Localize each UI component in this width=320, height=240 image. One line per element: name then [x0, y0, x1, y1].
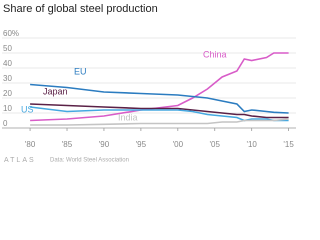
page: Share of global steel production ATLAS D…	[2, 2, 296, 164]
x-tick-label: '05	[210, 140, 221, 149]
series-line	[30, 103, 289, 119]
x-tick-label: '00	[173, 140, 184, 149]
source: Data: World Steel Association	[50, 158, 129, 164]
series-line	[30, 52, 289, 122]
x-tick-label: '10	[246, 140, 257, 149]
y-tick-label: 50	[3, 44, 12, 53]
series-line	[30, 106, 289, 122]
y-tick-label: 30	[3, 74, 12, 83]
x-tick-label: '95	[136, 140, 147, 149]
series-line	[30, 118, 289, 126]
x-tick-label: '80	[25, 140, 36, 149]
chart: Share of global steel production ATLAS D…	[2, 3, 296, 164]
y-tick-label: 40	[3, 59, 12, 68]
logo: ATLAS	[4, 157, 36, 164]
series-label: Japan	[43, 86, 68, 96]
series-label: India	[118, 112, 138, 122]
series-label: China	[203, 49, 227, 59]
chart-title: Share of global steel production	[3, 3, 158, 15]
y-tick-label: 20	[3, 89, 12, 98]
x-tick-label: '15	[283, 140, 294, 149]
series-label: EU	[74, 66, 87, 76]
y-tick-label: 60%	[3, 29, 19, 38]
series-label: US	[21, 104, 34, 114]
y-tick-label: 10	[3, 104, 12, 113]
y-tick-label: 0	[3, 119, 8, 128]
x-tick-label: '85	[62, 140, 73, 149]
x-tick-label: '90	[99, 140, 110, 149]
series-line	[30, 83, 289, 114]
